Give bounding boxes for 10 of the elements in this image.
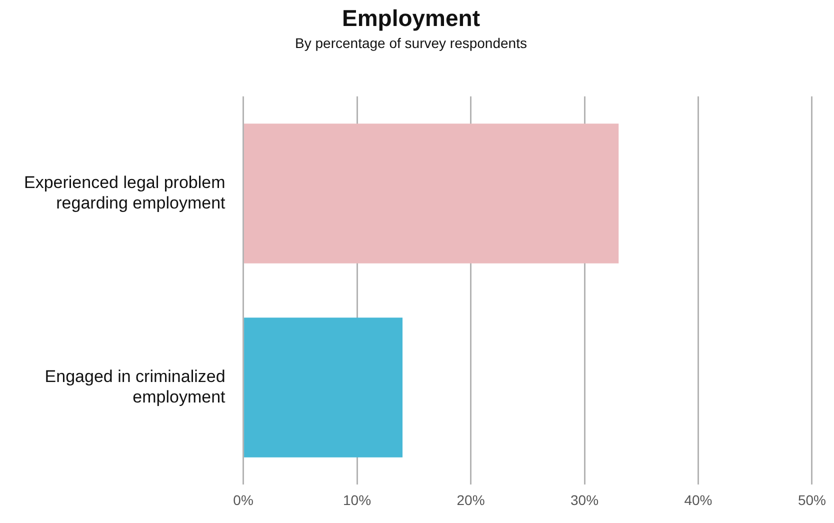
- x-tick-label: 10%: [343, 492, 372, 508]
- chart-title: Employment: [342, 5, 480, 32]
- y-tick-label: Experienced legal problem regarding employment: [24, 172, 226, 212]
- x-tick-label: 30%: [570, 492, 599, 508]
- x-tick-label: 40%: [684, 492, 712, 508]
- chart-subtitle: By percentage of survey respondents: [295, 34, 527, 51]
- x-tick-label: 0%: [233, 492, 254, 508]
- y-tick-label: Engaged in criminalized employment: [44, 367, 226, 406]
- x-tick-label: 50%: [798, 492, 826, 508]
- x-tick-label: 20%: [456, 492, 485, 508]
